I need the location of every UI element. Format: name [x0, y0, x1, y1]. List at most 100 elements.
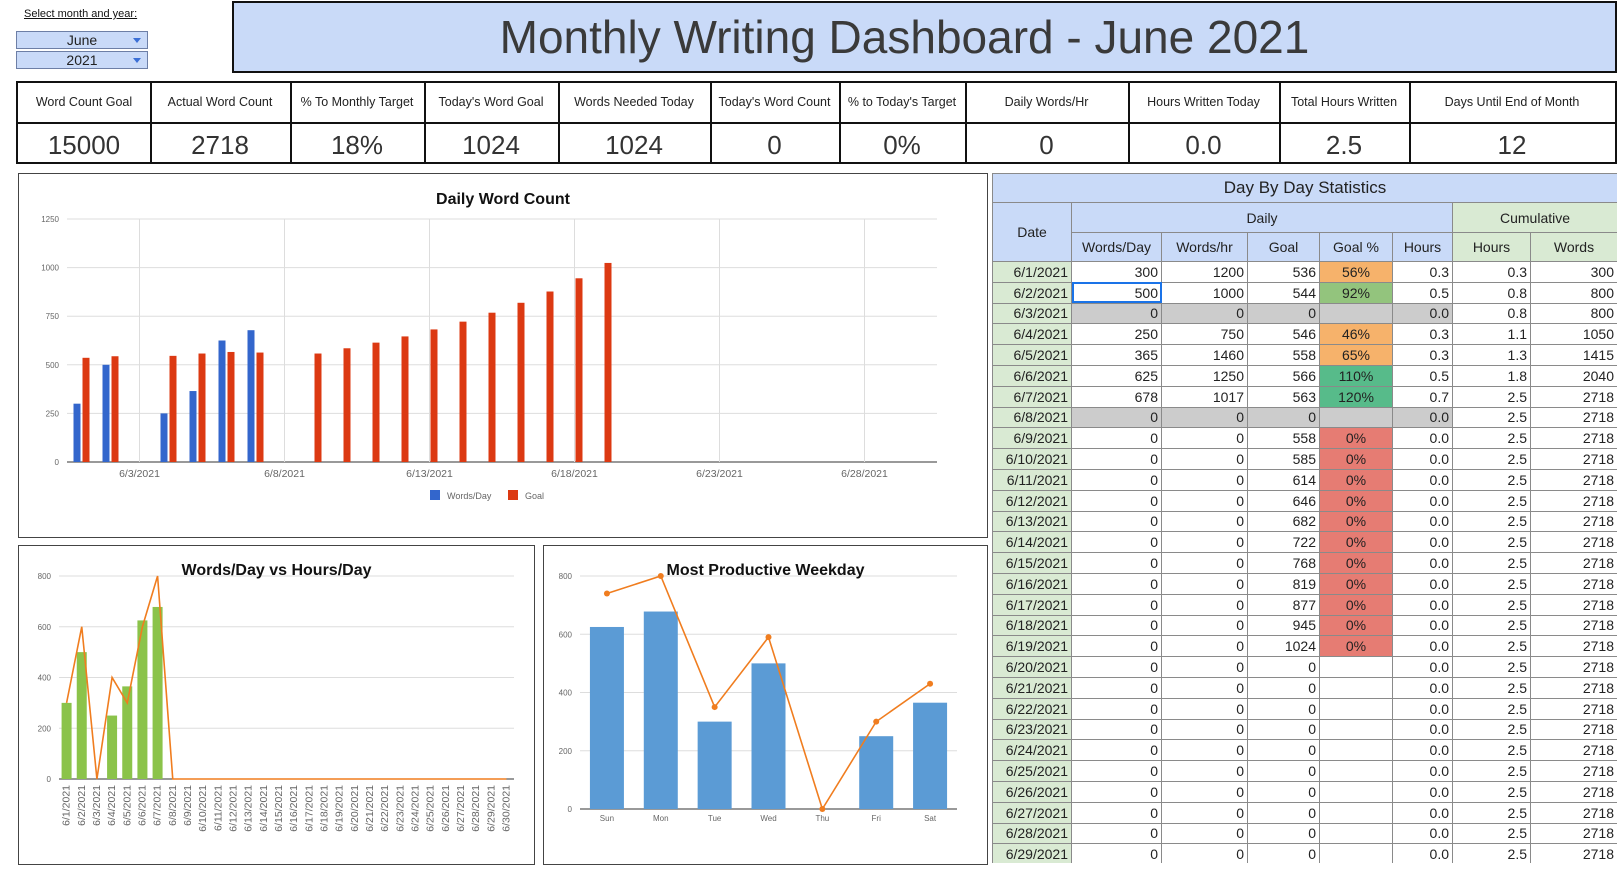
table-cell[interactable]: 0: [1247, 302, 1320, 325]
col-hours[interactable]: Hours: [1392, 232, 1453, 262]
table-cell[interactable]: 56%: [1319, 261, 1393, 283]
col-words-day[interactable]: Words/Day: [1071, 232, 1162, 262]
table-cell[interactable]: 500: [1071, 281, 1162, 304]
table-cell[interactable]: 0.0: [1392, 406, 1453, 429]
table-cell[interactable]: 0%: [1319, 635, 1393, 658]
kpi-days-until-end-of-month[interactable]: Days Until End of Month 12: [1409, 83, 1615, 162]
table-cell[interactable]: 250: [1071, 323, 1162, 346]
table-cell[interactable]: 0.0: [1392, 427, 1453, 450]
table-cell[interactable]: 2.5: [1452, 448, 1531, 470]
table-cell[interactable]: 800: [1530, 281, 1617, 304]
kpi-total-hours-written[interactable]: Total Hours Written 2.5: [1279, 83, 1411, 162]
table-cell[interactable]: 646: [1247, 489, 1320, 512]
table-cell[interactable]: 546: [1247, 323, 1320, 346]
table-cell[interactable]: [1319, 780, 1393, 803]
table-cell[interactable]: 0%: [1319, 468, 1393, 491]
kpi-word-count-goal[interactable]: Word Count Goal 15000: [18, 83, 152, 162]
table-cell[interactable]: 1250: [1161, 364, 1248, 387]
table-cell[interactable]: 2718: [1530, 676, 1617, 699]
table-cell[interactable]: 0.0: [1392, 448, 1453, 470]
col-cum-hours[interactable]: Hours: [1452, 232, 1531, 262]
table-cell[interactable]: 0: [1161, 718, 1248, 741]
dropdown-arrow-icon[interactable]: [133, 38, 141, 43]
year-dropdown[interactable]: 2021: [16, 51, 148, 69]
table-cell[interactable]: 0: [1071, 739, 1162, 762]
date-cell[interactable]: 6/3/2021: [992, 302, 1072, 325]
table-cell[interactable]: 0: [1161, 635, 1248, 658]
table-cell[interactable]: 0: [1071, 780, 1162, 803]
table-cell[interactable]: 0%: [1319, 489, 1393, 512]
table-cell[interactable]: 0: [1161, 531, 1248, 554]
most-productive-weekday-chart[interactable]: Most Productive Weekday 0 200 400 600 800 Sun…: [543, 545, 988, 865]
table-cell[interactable]: 2718: [1530, 406, 1617, 429]
dropdown-arrow-icon[interactable]: [133, 58, 141, 63]
table-cell[interactable]: 0: [1247, 760, 1320, 782]
table-cell[interactable]: 0%: [1319, 427, 1393, 450]
table-cell[interactable]: 2.5: [1452, 843, 1531, 863]
table-cell[interactable]: [1319, 760, 1393, 782]
date-cell[interactable]: 6/14/2021: [992, 531, 1072, 554]
table-cell[interactable]: 2718: [1530, 468, 1617, 491]
table-cell[interactable]: 0: [1161, 676, 1248, 699]
table-cell[interactable]: 0: [1071, 760, 1162, 782]
table-cell[interactable]: 0: [1071, 843, 1162, 863]
table-cell[interactable]: 0.0: [1392, 718, 1453, 741]
table-cell[interactable]: [1319, 676, 1393, 699]
table-cell[interactable]: 2718: [1530, 635, 1617, 658]
table-cell[interactable]: 0.0: [1392, 676, 1453, 699]
date-cell[interactable]: 6/13/2021: [992, 510, 1072, 533]
table-cell[interactable]: 0.0: [1392, 572, 1453, 595]
table-cell[interactable]: [1319, 739, 1393, 762]
table-cell[interactable]: 0: [1161, 468, 1248, 491]
table-cell[interactable]: 536: [1247, 261, 1320, 283]
table-cell[interactable]: 0.3: [1392, 323, 1453, 346]
table-cell[interactable]: 0.8: [1452, 302, 1531, 325]
table-cell[interactable]: 0: [1071, 822, 1162, 845]
table-cell[interactable]: 2718: [1530, 697, 1617, 720]
table-cell[interactable]: 2.5: [1452, 760, 1531, 782]
col-goal[interactable]: Goal: [1247, 232, 1320, 262]
table-cell[interactable]: 0.5: [1392, 364, 1453, 387]
table-cell[interactable]: [1319, 406, 1393, 429]
table-cell[interactable]: 0%: [1319, 593, 1393, 616]
table-cell[interactable]: 0: [1247, 676, 1320, 699]
kpi-words-needed-today[interactable]: Words Needed Today 1024: [558, 83, 712, 162]
table-cell[interactable]: 0: [1161, 510, 1248, 533]
daily-word-count-chart[interactable]: Daily Word Count 0 250 500 750 1000 1250 6/3/2…: [18, 173, 988, 538]
table-cell[interactable]: 2718: [1530, 448, 1617, 470]
date-cell[interactable]: 6/9/2021: [992, 427, 1072, 450]
table-cell[interactable]: 0: [1161, 780, 1248, 803]
table-cell[interactable]: 0%: [1319, 448, 1393, 470]
kpi-todays-word-goal[interactable]: Today's Word Goal 1024: [424, 83, 560, 162]
table-cell[interactable]: 614: [1247, 468, 1320, 491]
table-cell[interactable]: 2.5: [1452, 697, 1531, 720]
table-cell[interactable]: 558: [1247, 344, 1320, 366]
table-cell[interactable]: 563: [1247, 385, 1320, 408]
table-cell[interactable]: 0: [1161, 760, 1248, 782]
table-cell[interactable]: 682: [1247, 510, 1320, 533]
table-cell[interactable]: 0: [1071, 468, 1162, 491]
words-vs-hours-chart[interactable]: Words/Day vs Hours/Day 0 200 400 600 800 6/1/…: [18, 545, 535, 865]
kpi-hours-written-today[interactable]: Hours Written Today 0.0: [1128, 83, 1281, 162]
table-cell[interactable]: 0: [1071, 635, 1162, 658]
table-cell[interactable]: 558: [1247, 427, 1320, 450]
table-cell[interactable]: 1.8: [1452, 364, 1531, 387]
table-cell[interactable]: 0: [1071, 801, 1162, 824]
table-cell[interactable]: 0: [1161, 697, 1248, 720]
table-cell[interactable]: 2.5: [1452, 780, 1531, 803]
table-cell[interactable]: 0.0: [1392, 531, 1453, 554]
table-cell[interactable]: 0.0: [1392, 468, 1453, 491]
table-cell[interactable]: 2.5: [1452, 489, 1531, 512]
table-cell[interactable]: [1319, 822, 1393, 845]
table-cell[interactable]: 2718: [1530, 531, 1617, 554]
table-cell[interactable]: [1319, 718, 1393, 741]
table-cell[interactable]: 2.5: [1452, 801, 1531, 824]
table-cell[interactable]: 2718: [1530, 656, 1617, 678]
table-cell[interactable]: 2718: [1530, 510, 1617, 533]
table-cell[interactable]: 0: [1161, 448, 1248, 470]
table-cell[interactable]: 120%: [1319, 385, 1393, 408]
table-cell[interactable]: 0: [1071, 489, 1162, 512]
table-cell[interactable]: 0: [1071, 406, 1162, 429]
table-cell[interactable]: 365: [1071, 344, 1162, 366]
table-cell[interactable]: 110%: [1319, 364, 1393, 387]
